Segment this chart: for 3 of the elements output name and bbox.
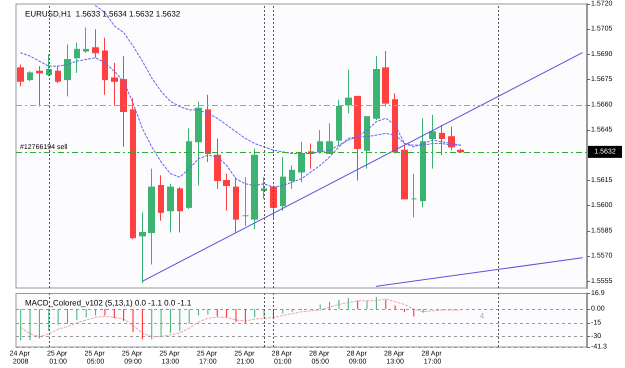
text: MACD_Colored_v102 (5,13,1) 0.0 -1.1 0.0 -1.1	[25, 298, 192, 308]
text: EURUSD,H1 1.5633 1.5634 1.5632 1.5632	[25, 10, 181, 18]
annotation: 4	[480, 312, 485, 320]
